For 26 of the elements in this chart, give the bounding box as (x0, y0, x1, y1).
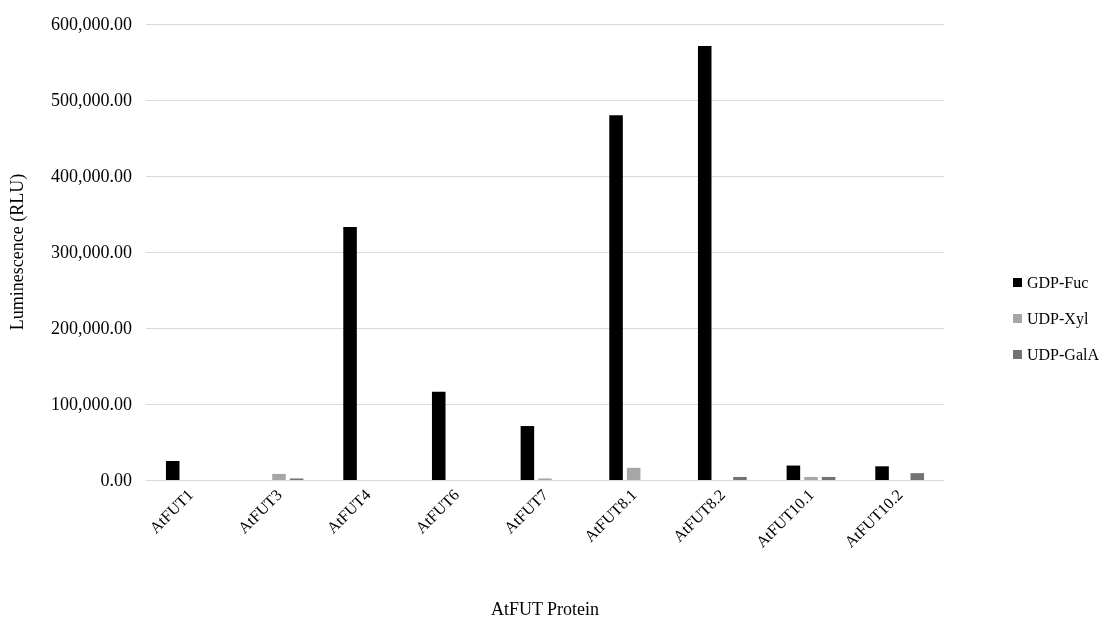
bar (821, 476, 836, 480)
y-tick-label: 600,000.00 (51, 14, 132, 34)
y-tick-label: 0.00 (100, 470, 132, 490)
bar (733, 476, 747, 480)
bar (626, 467, 641, 480)
y-tick-label: 100,000.00 (51, 394, 132, 414)
bar (343, 226, 357, 480)
bar (609, 115, 623, 480)
legend-label: GDP-Fuc (1027, 274, 1089, 291)
x-axis-title: AtFUT Protein (490, 599, 600, 619)
bar (431, 391, 446, 480)
y-tick-label: 200,000.00 (51, 318, 132, 338)
bar (786, 465, 801, 480)
bar (272, 473, 286, 480)
y-tick-label: 400,000.00 (51, 166, 132, 186)
y-tick-label: 500,000.00 (51, 90, 132, 110)
bar (165, 461, 180, 480)
bar (520, 426, 535, 480)
bar (875, 466, 889, 480)
y-tick-label: 300,000.00 (51, 242, 132, 262)
y-axis-title: Luminescence (RLU) (7, 173, 28, 331)
legend-label: UDP-Xyl (1027, 310, 1089, 328)
bar (697, 46, 712, 480)
bar (910, 473, 925, 480)
bar (804, 476, 818, 480)
legend-label: UDP-GalA (1027, 346, 1100, 363)
